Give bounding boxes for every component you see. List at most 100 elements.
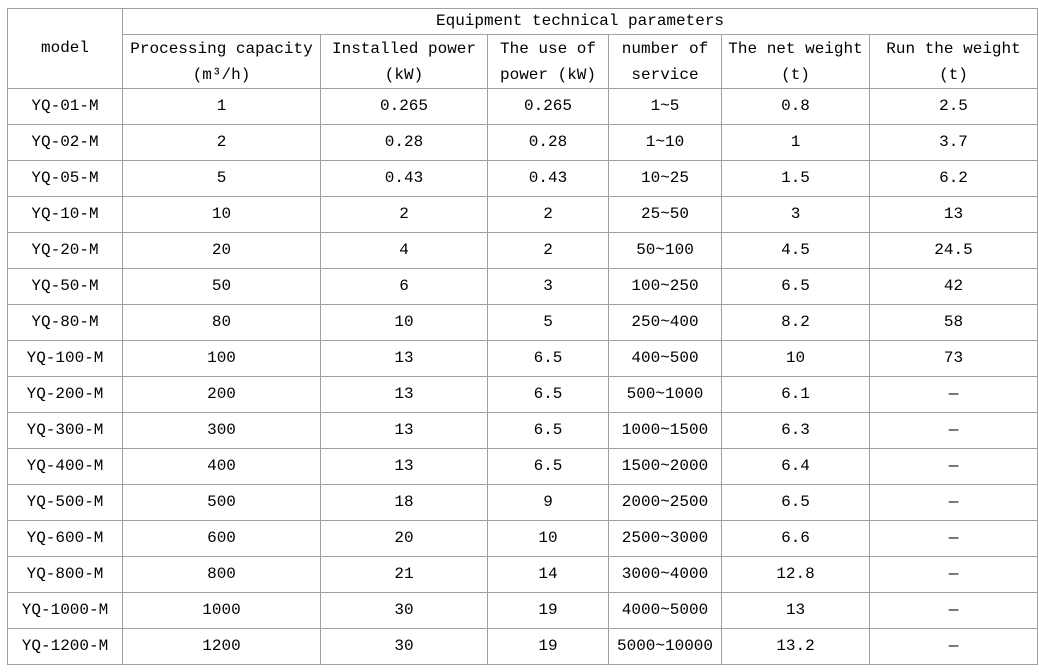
value-cell: 0.28 (487, 124, 609, 161)
value-cell: 400 (122, 448, 321, 485)
equipment-parameters-table-container: model Equipment technical parameters Pro… (7, 8, 1039, 665)
value-cell: 30 (320, 592, 488, 629)
value-cell: 25~50 (608, 196, 722, 233)
value-cell: 2.5 (868, 88, 1039, 125)
table-title-row: model Equipment technical parameters (7, 8, 1039, 89)
value-cell: 13 (721, 592, 870, 629)
value-cell: 1.5 (721, 160, 870, 197)
value-cell: — (868, 376, 1039, 413)
value-cell: 1 (721, 124, 870, 161)
value-cell: 12.8 (721, 556, 870, 593)
value-cell: 1~10 (608, 124, 722, 161)
table-row: YQ-05-M 5 0.43 0.43 10~25 1.5 6.2 (7, 160, 1039, 197)
model-cell: YQ-1000-M (7, 592, 123, 629)
table-row: YQ-1200-M 1200 30 19 5000~10000 13.2— (7, 628, 1039, 665)
column-header-use-of-power: The use of power (kW) (487, 34, 609, 89)
value-cell: 10 (721, 340, 870, 377)
model-cell: YQ-05-M (7, 160, 123, 197)
value-cell: 13.2 (721, 628, 870, 665)
table-row: YQ-80-M 80 10 5 250~400 8.2 58 (7, 304, 1039, 341)
model-cell: YQ-10-M (7, 196, 123, 233)
value-cell: 2 (122, 124, 321, 161)
column-header-line2: (t) (939, 65, 968, 84)
model-cell: YQ-80-M (7, 304, 123, 341)
value-cell: 3.7 (868, 124, 1039, 161)
value-cell: 13 (320, 376, 488, 413)
value-cell: 100~250 (608, 268, 722, 305)
value-cell: 30 (320, 628, 488, 665)
value-cell: 5 (487, 304, 609, 341)
model-cell: YQ-600-M (7, 520, 123, 557)
value-cell: 6.5 (721, 268, 870, 305)
table-row: YQ-01-M 1 0.265 0.265 1~5 0.8 2.5 (7, 88, 1039, 125)
column-header-net-weight: The net weight (t) (721, 34, 870, 89)
value-cell: 5 (122, 160, 321, 197)
value-cell: — (868, 484, 1039, 521)
value-cell: 6.6 (721, 520, 870, 557)
equipment-parameters-table: model Equipment technical parameters Pro… (7, 8, 1039, 665)
value-cell: 6.5 (487, 340, 609, 377)
model-cell: YQ-800-M (7, 556, 123, 593)
value-cell: 58 (868, 304, 1039, 341)
value-cell: 1000 (122, 592, 321, 629)
table-row: YQ-02-M 2 0.28 0.28 1~10 1 3.7 (7, 124, 1039, 161)
value-cell: 250~400 (608, 304, 722, 341)
value-cell: 13 (868, 196, 1039, 233)
value-cell: 0.28 (320, 124, 488, 161)
value-cell: 6.5 (487, 448, 609, 485)
value-cell: 800 (122, 556, 321, 593)
value-cell: 500~1000 (608, 376, 722, 413)
model-cell: YQ-20-M (7, 232, 123, 269)
value-cell: 6.4 (721, 448, 870, 485)
value-cell: 500 (122, 484, 321, 521)
value-cell: — (868, 592, 1039, 629)
table-title: Equipment technical parameters (121, 8, 1039, 35)
value-cell: 300 (122, 412, 321, 449)
value-cell: 2 (487, 196, 609, 233)
value-cell: 24.5 (868, 232, 1039, 269)
value-cell: 2000~2500 (608, 484, 722, 521)
table-row: YQ-400-M 400 13 6.5 1500~2000 6.4— (7, 448, 1039, 485)
value-cell: 10~25 (608, 160, 722, 197)
value-cell: — (868, 520, 1039, 557)
value-cell: 80 (122, 304, 321, 341)
column-header-line1: Processing capacity (130, 39, 313, 58)
column-header-line2: (t) (781, 65, 810, 84)
value-cell: 19 (487, 592, 609, 629)
value-cell: 200 (122, 376, 321, 413)
value-cell: 100 (122, 340, 321, 377)
value-cell: 21 (320, 556, 488, 593)
value-cell: 2 (320, 196, 488, 233)
value-cell: 3 (487, 268, 609, 305)
table-subheader-row: Processing capacity (m³/h) Installed pow… (8, 34, 1039, 89)
table-row: YQ-800-M 800 21 14 3000~4000 12.8— (7, 556, 1039, 593)
value-cell: 3 (721, 196, 870, 233)
value-cell: 1~5 (608, 88, 722, 125)
model-cell: YQ-200-M (7, 376, 123, 413)
value-cell: 14 (487, 556, 609, 593)
value-cell: 400~500 (608, 340, 722, 377)
value-cell: 8.2 (721, 304, 870, 341)
column-header-line2: power (kW) (499, 65, 596, 84)
value-cell: 3000~4000 (608, 556, 722, 593)
value-cell: 4000~5000 (608, 592, 722, 629)
table-row: YQ-50-M 50 6 3 100~250 6.5 42 (7, 268, 1039, 305)
value-cell: 6.5 (487, 412, 609, 449)
value-cell: 6.2 (868, 160, 1039, 197)
value-cell: 0.8 (721, 88, 870, 125)
value-cell: 6 (320, 268, 488, 305)
value-cell: — (868, 448, 1039, 485)
column-header-line1: The net weight (728, 39, 863, 58)
value-cell: 1 (122, 88, 321, 125)
value-cell: 600 (122, 520, 321, 557)
model-cell: YQ-100-M (7, 340, 123, 377)
model-cell: YQ-50-M (7, 268, 123, 305)
column-header-line1: Installed power (331, 39, 477, 58)
value-cell: — (868, 412, 1039, 449)
table-row: YQ-20-M 20 4 2 50~100 4.5 24.5 (7, 232, 1039, 269)
value-cell: 50 (122, 268, 321, 305)
value-cell: 9 (487, 484, 609, 521)
model-cell: YQ-1200-M (7, 628, 123, 665)
value-cell: 73 (868, 340, 1039, 377)
value-cell: 6.3 (721, 412, 870, 449)
